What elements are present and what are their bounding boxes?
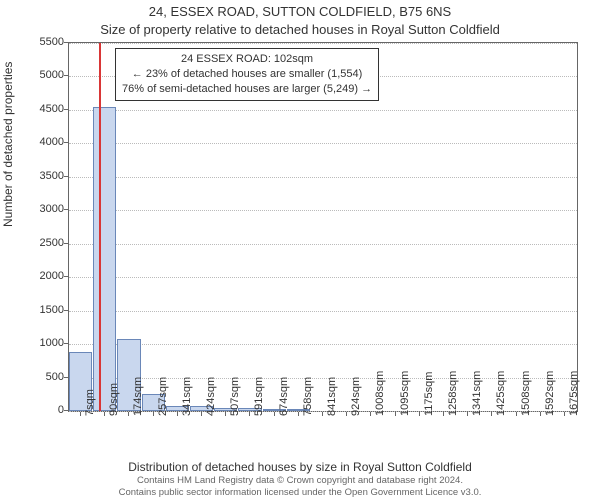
xtick-label: 1008sqm (374, 371, 386, 416)
xtick-mark (395, 412, 396, 416)
footer: Contains HM Land Registry data © Crown c… (0, 475, 600, 498)
xtick-label: 1175sqm (423, 372, 435, 416)
chart-subtitle: Size of property relative to detached ho… (0, 22, 600, 37)
ytick-label: 1500 (40, 304, 64, 316)
gridline (69, 43, 577, 44)
chart-title: 24, ESSEX ROAD, SUTTON COLDFIELD, B75 6N… (0, 4, 600, 19)
xtick-label: 591sqm (253, 377, 265, 416)
ytick-mark (64, 142, 68, 143)
xtick-label: 7sqm (84, 389, 96, 416)
xtick-label: 257sqm (157, 377, 169, 416)
footer-line-1: Contains HM Land Registry data © Crown c… (0, 475, 600, 486)
xtick-label: 90sqm (108, 383, 120, 416)
xtick-mark (322, 412, 323, 416)
xtick-mark (298, 412, 299, 416)
ytick-label: 5500 (40, 36, 64, 48)
ytick-mark (64, 343, 68, 344)
ytick-label: 1000 (40, 337, 64, 349)
xtick-mark (346, 412, 347, 416)
xtick-mark (564, 412, 565, 416)
ytick-label: 5000 (40, 69, 64, 81)
gridline (69, 277, 577, 278)
xtick-mark (370, 412, 371, 416)
y-axis-label: Number of detached properties (1, 62, 15, 227)
ytick-mark (64, 276, 68, 277)
annotation-line-1: 24 ESSEX ROAD: 102sqm (122, 52, 372, 67)
gridline (69, 177, 577, 178)
gridline (69, 344, 577, 345)
xtick-label: 1425sqm (495, 371, 507, 416)
xtick-mark (225, 412, 226, 416)
ytick-mark (64, 176, 68, 177)
xtick-label: 1675sqm (568, 371, 580, 416)
xtick-mark (80, 412, 81, 416)
gridline (69, 210, 577, 211)
ytick-label: 4000 (40, 136, 64, 148)
ytick-mark (64, 377, 68, 378)
gridline (69, 244, 577, 245)
ytick-mark (64, 42, 68, 43)
annotation-box: 24 ESSEX ROAD: 102sqm ← 23% of detached … (115, 48, 379, 101)
ytick-mark (64, 310, 68, 311)
ytick-label: 3500 (40, 170, 64, 182)
xtick-label: 424sqm (205, 377, 217, 416)
xtick-mark (540, 412, 541, 416)
ytick-label: 3000 (40, 203, 64, 215)
gridline (69, 143, 577, 144)
ytick-mark (64, 209, 68, 210)
xtick-mark (491, 412, 492, 416)
ytick-label: 500 (46, 371, 64, 383)
xtick-label: 1508sqm (520, 371, 532, 416)
xtick-label: 758sqm (302, 377, 314, 416)
xtick-mark (419, 412, 420, 416)
ytick-label: 4500 (40, 103, 64, 115)
xtick-label: 174sqm (132, 377, 144, 416)
annotation-line-3: 76% of semi-detached houses are larger (… (122, 82, 372, 97)
ytick-mark (64, 243, 68, 244)
xtick-label: 341sqm (181, 377, 193, 416)
ytick-label: 0 (58, 404, 64, 416)
ytick-mark (64, 410, 68, 411)
annotation-line-2: ← 23% of detached houses are smaller (1,… (122, 67, 372, 82)
ytick-mark (64, 109, 68, 110)
gridline (69, 110, 577, 111)
xtick-mark (201, 412, 202, 416)
xtick-mark (467, 412, 468, 416)
xtick-mark (177, 412, 178, 416)
xtick-mark (153, 412, 154, 416)
xtick-mark (104, 412, 105, 416)
xtick-label: 1258sqm (447, 371, 459, 416)
gridline (69, 311, 577, 312)
chart-container: { "title": "24, ESSEX ROAD, SUTTON COLDF… (0, 0, 600, 500)
footer-line-2: Contains public sector information licen… (0, 487, 600, 498)
xtick-mark (274, 412, 275, 416)
x-axis-label: Distribution of detached houses by size … (0, 460, 600, 474)
xtick-mark (249, 412, 250, 416)
xtick-label: 1341sqm (471, 371, 483, 416)
xtick-label: 924sqm (350, 377, 362, 416)
xtick-label: 507sqm (229, 377, 241, 416)
xtick-label: 841sqm (326, 377, 338, 416)
xtick-label: 674sqm (278, 377, 290, 416)
property-marker-line (99, 43, 101, 411)
xtick-label: 1095sqm (399, 371, 411, 416)
ytick-mark (64, 75, 68, 76)
xtick-mark (128, 412, 129, 416)
ytick-label: 2500 (40, 237, 64, 249)
xtick-mark (443, 412, 444, 416)
bar (93, 107, 116, 411)
ytick-label: 2000 (40, 270, 64, 282)
xtick-mark (516, 412, 517, 416)
xtick-label: 1592sqm (544, 371, 556, 416)
